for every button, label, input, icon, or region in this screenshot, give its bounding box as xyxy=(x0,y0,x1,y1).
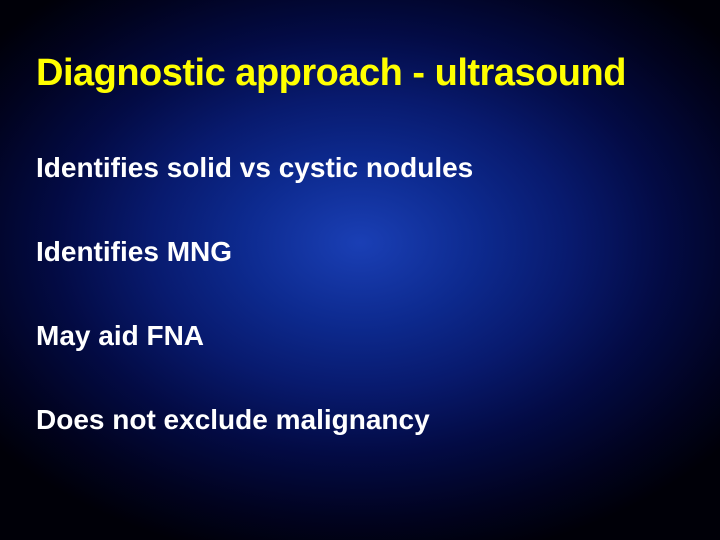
bullet-item: Identifies MNG xyxy=(36,236,232,268)
slide: Diagnostic approach - ultrasound Identif… xyxy=(0,0,720,540)
bullet-item: Identifies solid vs cystic nodules xyxy=(36,152,473,184)
bullet-item: Does not exclude malignancy xyxy=(36,404,430,436)
bullet-item: May aid FNA xyxy=(36,320,204,352)
slide-title: Diagnostic approach - ultrasound xyxy=(36,52,684,95)
